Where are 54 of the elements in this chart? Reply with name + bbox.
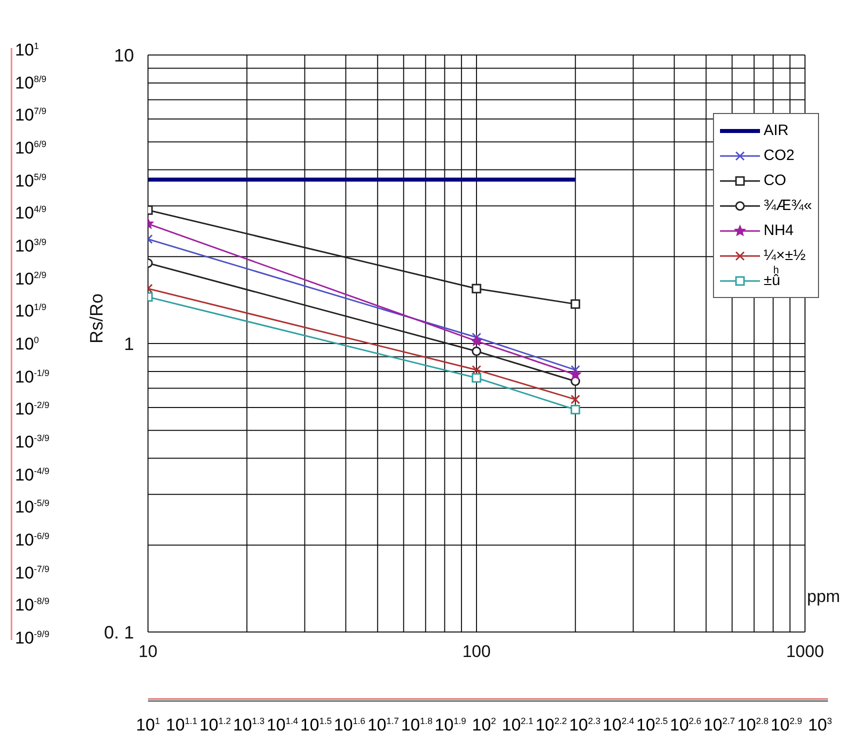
text: 10$^{2.7}$ [703,714,735,736]
y-tick-label: 0. 1 [104,622,134,642]
text: 10$^{1.8}$ [401,714,433,736]
text: 10$^{2.3}$ [569,714,601,736]
text: 10$^{2.1}$ [502,714,534,736]
text: 10$^{-8/9}$ [15,594,50,616]
text: 10$^{2.8}$ [737,714,769,736]
legend-label: AIR [764,122,789,139]
text: 10$^{4/9}$ [15,202,46,224]
text: 10$^{3}$ [808,714,832,736]
text: 10$^{5/9}$ [15,170,46,192]
text: 10$^{8/9}$ [15,72,46,94]
text: 10$^{-5/9}$ [15,496,50,518]
text: 10$^{-1/9}$ [15,366,50,388]
text: 10$^{1}$ [15,40,39,61]
text: 10$^{2.6}$ [670,714,702,736]
y-tick-label: 10 [114,45,134,66]
y-axis-title: Rs/Ro [86,293,106,344]
legend-label: ¾Æ¾« [764,197,812,214]
text: 10$^{-2/9}$ [15,398,50,420]
text: 10$^{-6/9}$ [15,530,50,551]
text: 10$^{2.5}$ [636,714,668,736]
y-tick-label: 1 [124,334,134,354]
text: 10$^{0}$ [15,334,39,355]
x-tick-label: 100 [462,642,491,661]
x-axis-title: ppm [807,587,840,606]
text: 10$^{2.9}$ [770,714,802,736]
text: 10$^{-3/9}$ [15,432,50,453]
text: 10$^{1.4}$ [266,714,298,736]
text: 10$^{1}$ [136,714,160,736]
legend-label: NH4 [764,222,794,239]
text: 10$^{2/9}$ [15,268,46,290]
text: 10$^{1.7}$ [367,714,399,736]
text: 10$^{-7/9}$ [15,562,50,584]
text: 10$^{1.9}$ [434,714,466,736]
legend-label: ¼×±½ [764,247,806,264]
x-tick-label: 10 [138,642,158,661]
text: 10$^{1.3}$ [233,714,265,736]
text: 10$^{2.4}$ [602,714,634,736]
text: 10$^{2.2}$ [535,714,567,736]
text: 10$^{-4/9}$ [15,464,50,486]
text: 10$^{-9/9}$ [15,628,50,649]
text: 10$^{1.1}$ [166,714,198,736]
text: 10$^{1.2}$ [199,714,231,736]
text: 10$^{3/9}$ [15,236,46,257]
text: 10$^{1.5}$ [300,714,332,736]
legend-label: CO2 [764,147,794,164]
text: 10$^{1/9}$ [15,300,46,322]
text: 10$^{6/9}$ [15,138,46,159]
text: 10$^{1.6}$ [334,714,366,736]
text: 10$^{2}$ [472,714,496,736]
x-tick-label: 1000 [786,642,824,661]
text: 10$^{7/9}$ [15,104,46,126]
legend-label: CO [764,172,786,189]
